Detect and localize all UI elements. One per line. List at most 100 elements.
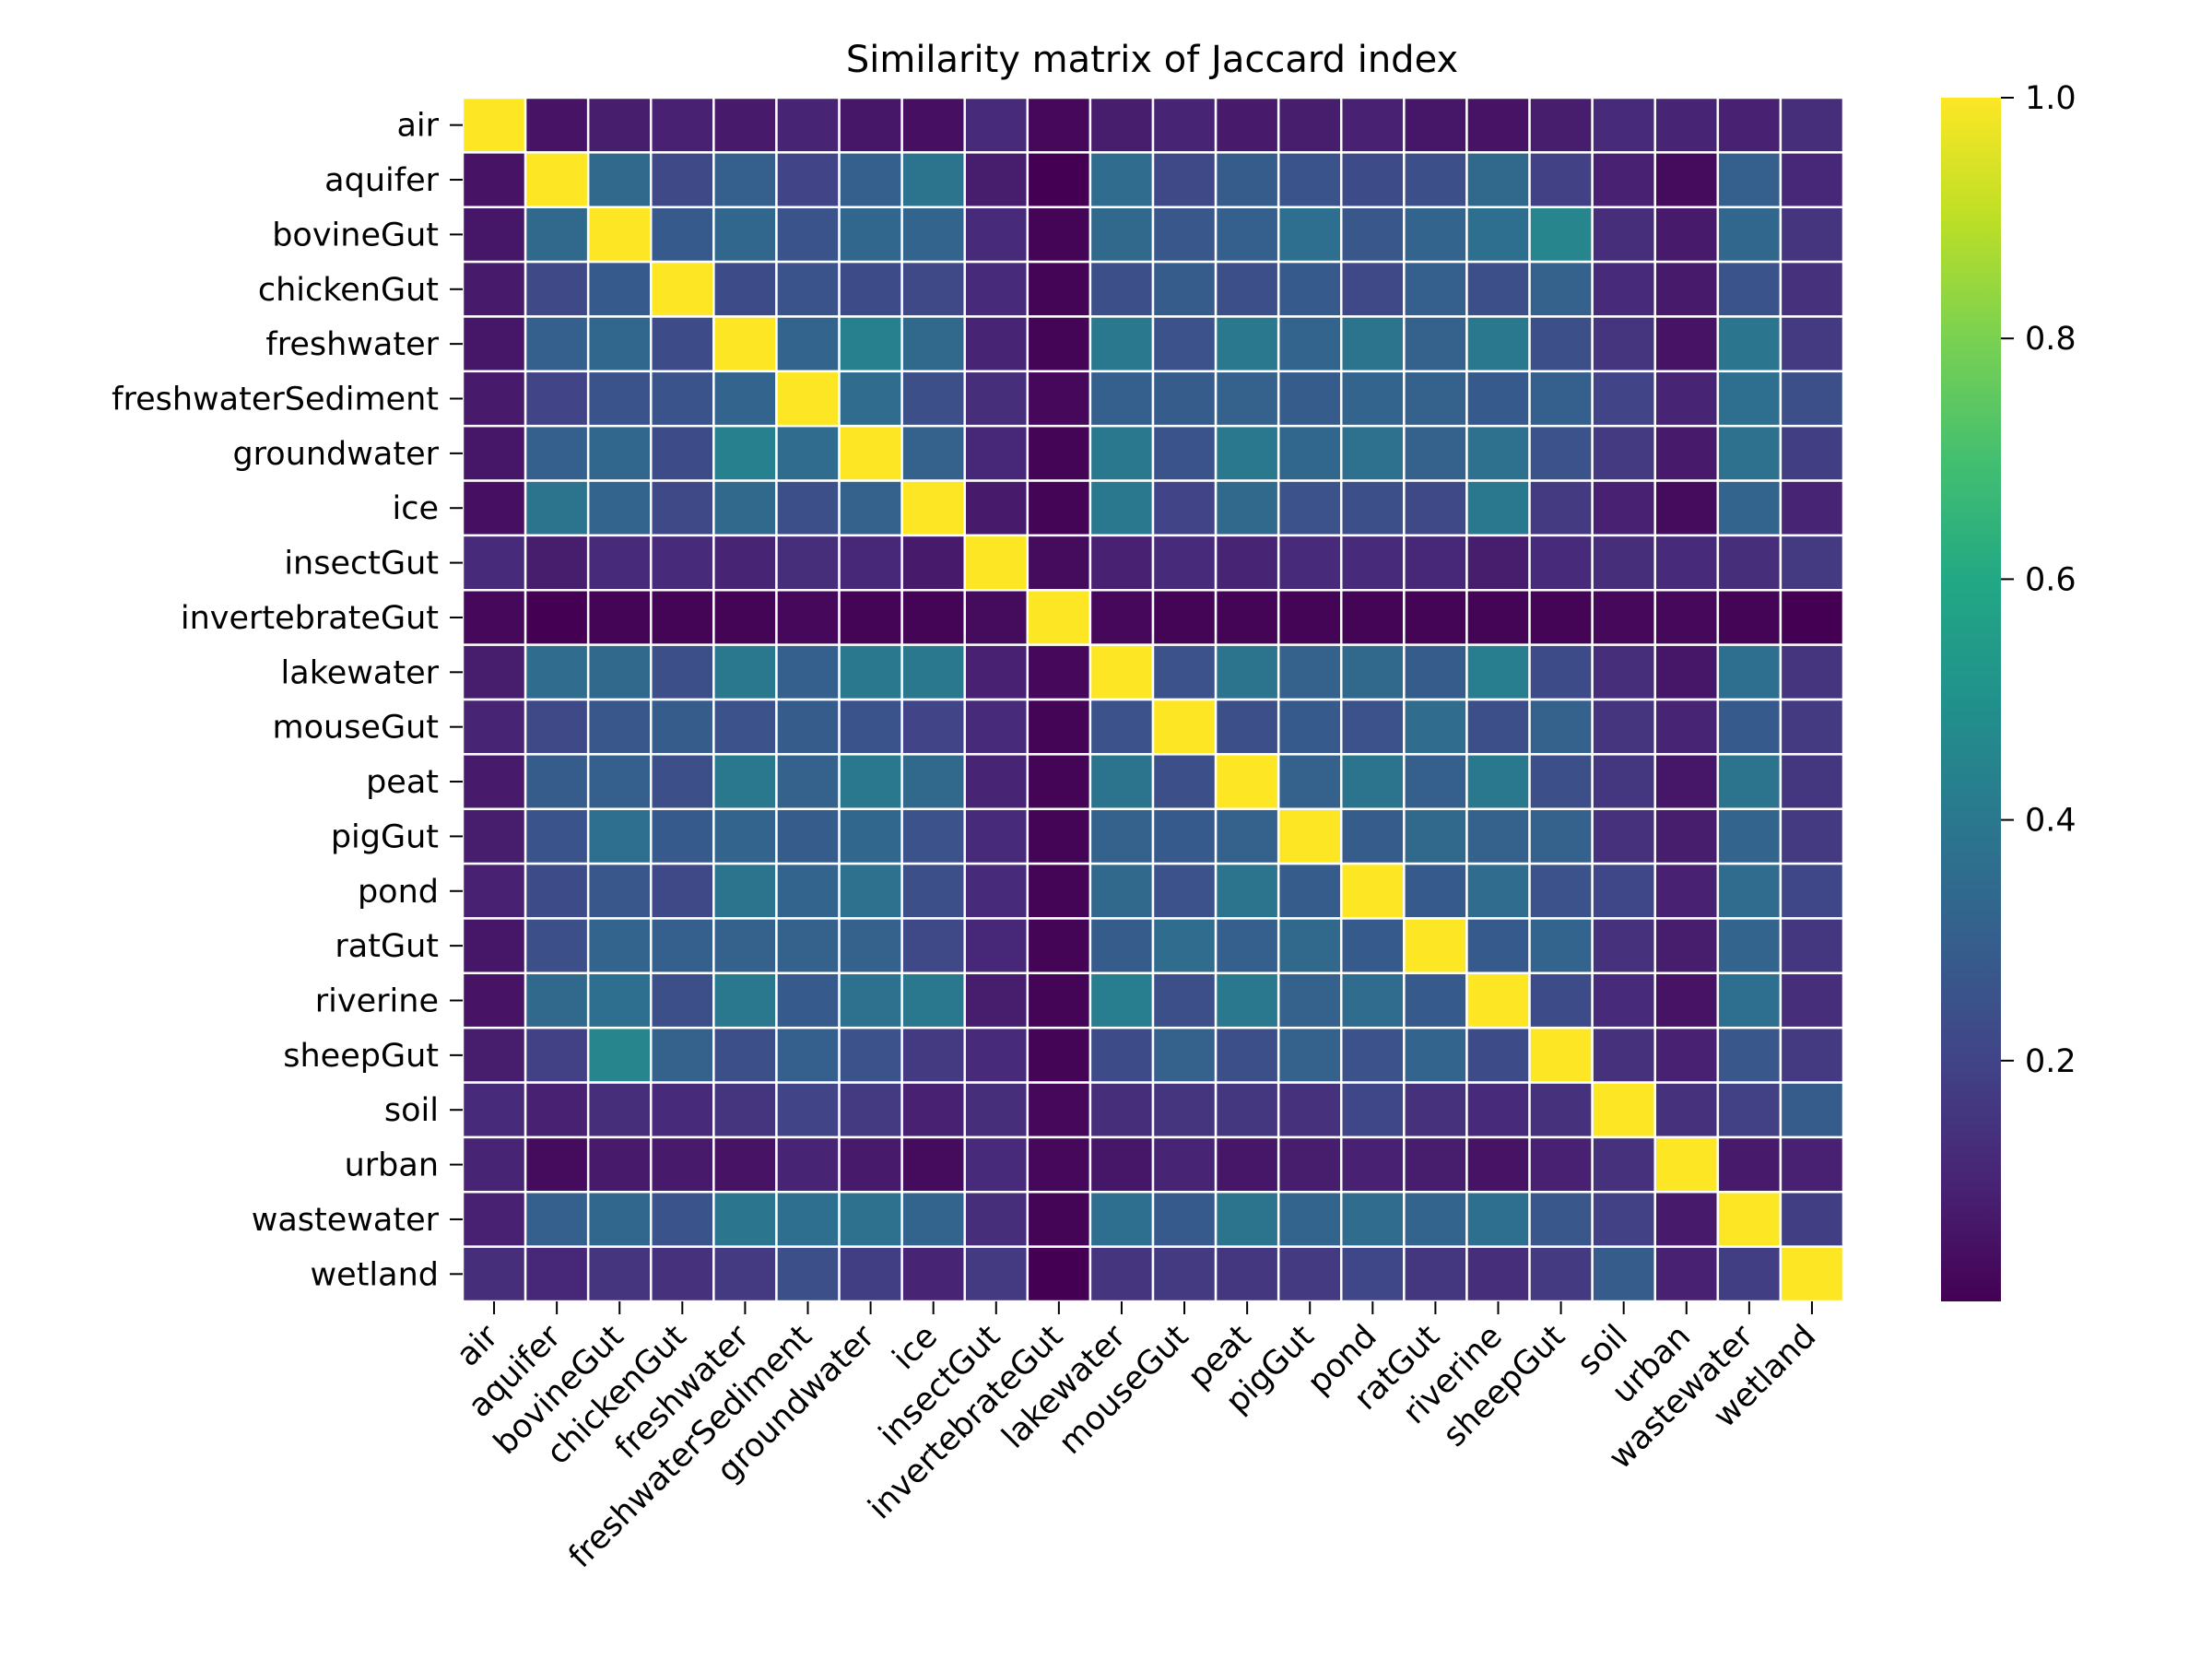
heatmap-cell xyxy=(1591,315,1656,373)
heatmap-cell xyxy=(1528,971,1594,1030)
heatmap-cell xyxy=(650,206,715,264)
heatmap-cell xyxy=(1591,971,1656,1030)
heatmap-cell xyxy=(524,1191,590,1248)
heatmap-cell xyxy=(1277,1191,1343,1248)
heatmap-cell xyxy=(712,479,778,537)
heatmap-cell xyxy=(1716,643,1783,701)
heatmap-cell xyxy=(1591,370,1656,428)
heatmap-cell xyxy=(1026,315,1092,373)
y-tick-label: invertebrateGut xyxy=(181,600,439,637)
heatmap-cell xyxy=(1403,370,1468,428)
heatmap-cell xyxy=(1151,917,1218,975)
heatmap-cell xyxy=(1465,1245,1531,1303)
heatmap-cell xyxy=(1528,424,1594,482)
heatmap-cell xyxy=(1465,96,1531,154)
heatmap-cell xyxy=(1214,1081,1280,1139)
heatmap-cell xyxy=(1591,1135,1656,1194)
heatmap-cell xyxy=(461,151,527,208)
heatmap-cell xyxy=(900,1026,966,1084)
heatmap-cell xyxy=(963,151,1030,208)
heatmap-cell xyxy=(1340,971,1406,1030)
heatmap-cell xyxy=(1214,589,1280,646)
heatmap-cell xyxy=(1088,1245,1155,1303)
heatmap-cell xyxy=(461,260,527,318)
heatmap-cell xyxy=(586,370,653,428)
heatmap-cell xyxy=(900,589,966,646)
heatmap-cell xyxy=(1151,1081,1218,1139)
heatmap-cell xyxy=(1465,698,1531,756)
heatmap-cell xyxy=(775,643,841,701)
heatmap-cell xyxy=(1779,260,1845,318)
heatmap-cell xyxy=(1403,753,1468,810)
heatmap-cell xyxy=(1340,534,1406,592)
heatmap-cell xyxy=(712,370,778,428)
heatmap-cell xyxy=(1403,643,1468,701)
heatmap-cell xyxy=(963,315,1030,373)
heatmap-cell xyxy=(712,643,778,701)
heatmap-cell xyxy=(586,424,653,482)
heatmap-cell xyxy=(586,698,653,756)
heatmap-cell xyxy=(1214,479,1280,537)
heatmap-cell xyxy=(1214,1026,1280,1084)
heatmap-cell xyxy=(650,1081,715,1139)
heatmap-cell xyxy=(650,96,715,154)
heatmap-cell xyxy=(1088,862,1155,920)
colorbar-tick-label: 0.8 xyxy=(2025,321,2077,358)
heatmap-cell xyxy=(1088,807,1155,865)
heatmap-cell xyxy=(1591,698,1656,756)
heatmap-cell xyxy=(1277,862,1343,920)
heatmap-cell xyxy=(900,1245,966,1303)
heatmap-cell xyxy=(650,589,715,646)
heatmap-cell xyxy=(524,1135,590,1194)
heatmap-cell xyxy=(1214,1135,1280,1194)
heatmap-cell xyxy=(900,370,966,428)
heatmap-cell xyxy=(1779,698,1845,756)
heatmap-cell xyxy=(712,917,778,975)
heatmap-cell xyxy=(1277,807,1343,865)
heatmap-cell xyxy=(900,534,966,592)
heatmap-cell xyxy=(1653,315,1720,373)
heatmap-cell xyxy=(1277,96,1343,154)
heatmap-cell xyxy=(1528,1191,1594,1248)
heatmap-cell xyxy=(1779,1026,1845,1084)
heatmap-cell xyxy=(1528,1081,1594,1139)
heatmap-cell xyxy=(1465,315,1531,373)
heatmap-cell xyxy=(650,1191,715,1248)
heatmap-cell xyxy=(461,698,527,756)
heatmap-cell xyxy=(1151,260,1218,318)
heatmap-cell xyxy=(1403,424,1468,482)
heatmap-cell xyxy=(1151,807,1218,865)
y-tick-label: urban xyxy=(345,1147,439,1184)
heatmap-cell xyxy=(775,534,841,592)
heatmap-cell xyxy=(461,971,527,1030)
heatmap-cell xyxy=(1151,589,1218,646)
heatmap-cell xyxy=(1277,1026,1343,1084)
heatmap-cell xyxy=(1026,424,1092,482)
heatmap-cell xyxy=(1088,1191,1155,1248)
y-tick-label: bovineGut xyxy=(272,217,439,253)
heatmap-cell xyxy=(1340,1245,1406,1303)
heatmap-cell xyxy=(1779,1245,1845,1303)
heatmap-cell xyxy=(1779,589,1845,646)
heatmap-cell xyxy=(650,260,715,318)
heatmap-cell xyxy=(1528,1135,1594,1194)
heatmap-cell xyxy=(524,315,590,373)
heatmap-cell xyxy=(1403,589,1468,646)
heatmap-cell xyxy=(1214,315,1280,373)
heatmap-cell xyxy=(1214,534,1280,592)
heatmap-cell xyxy=(1026,862,1092,920)
heatmap-cell xyxy=(712,206,778,264)
heatmap-cell xyxy=(1591,1245,1656,1303)
heatmap-cell xyxy=(1214,971,1280,1030)
heatmap-cell xyxy=(1151,971,1218,1030)
heatmap-cell xyxy=(461,917,527,975)
heatmap-cell xyxy=(461,1135,527,1194)
heatmap-cell xyxy=(1277,370,1343,428)
heatmap-cell xyxy=(963,96,1030,154)
heatmap-cell xyxy=(1528,807,1594,865)
heatmap-cell xyxy=(1214,1245,1280,1303)
heatmap-cell xyxy=(1026,971,1092,1030)
heatmap-cell xyxy=(524,589,590,646)
heatmap-cell xyxy=(586,151,653,208)
heatmap-cell xyxy=(1151,643,1218,701)
